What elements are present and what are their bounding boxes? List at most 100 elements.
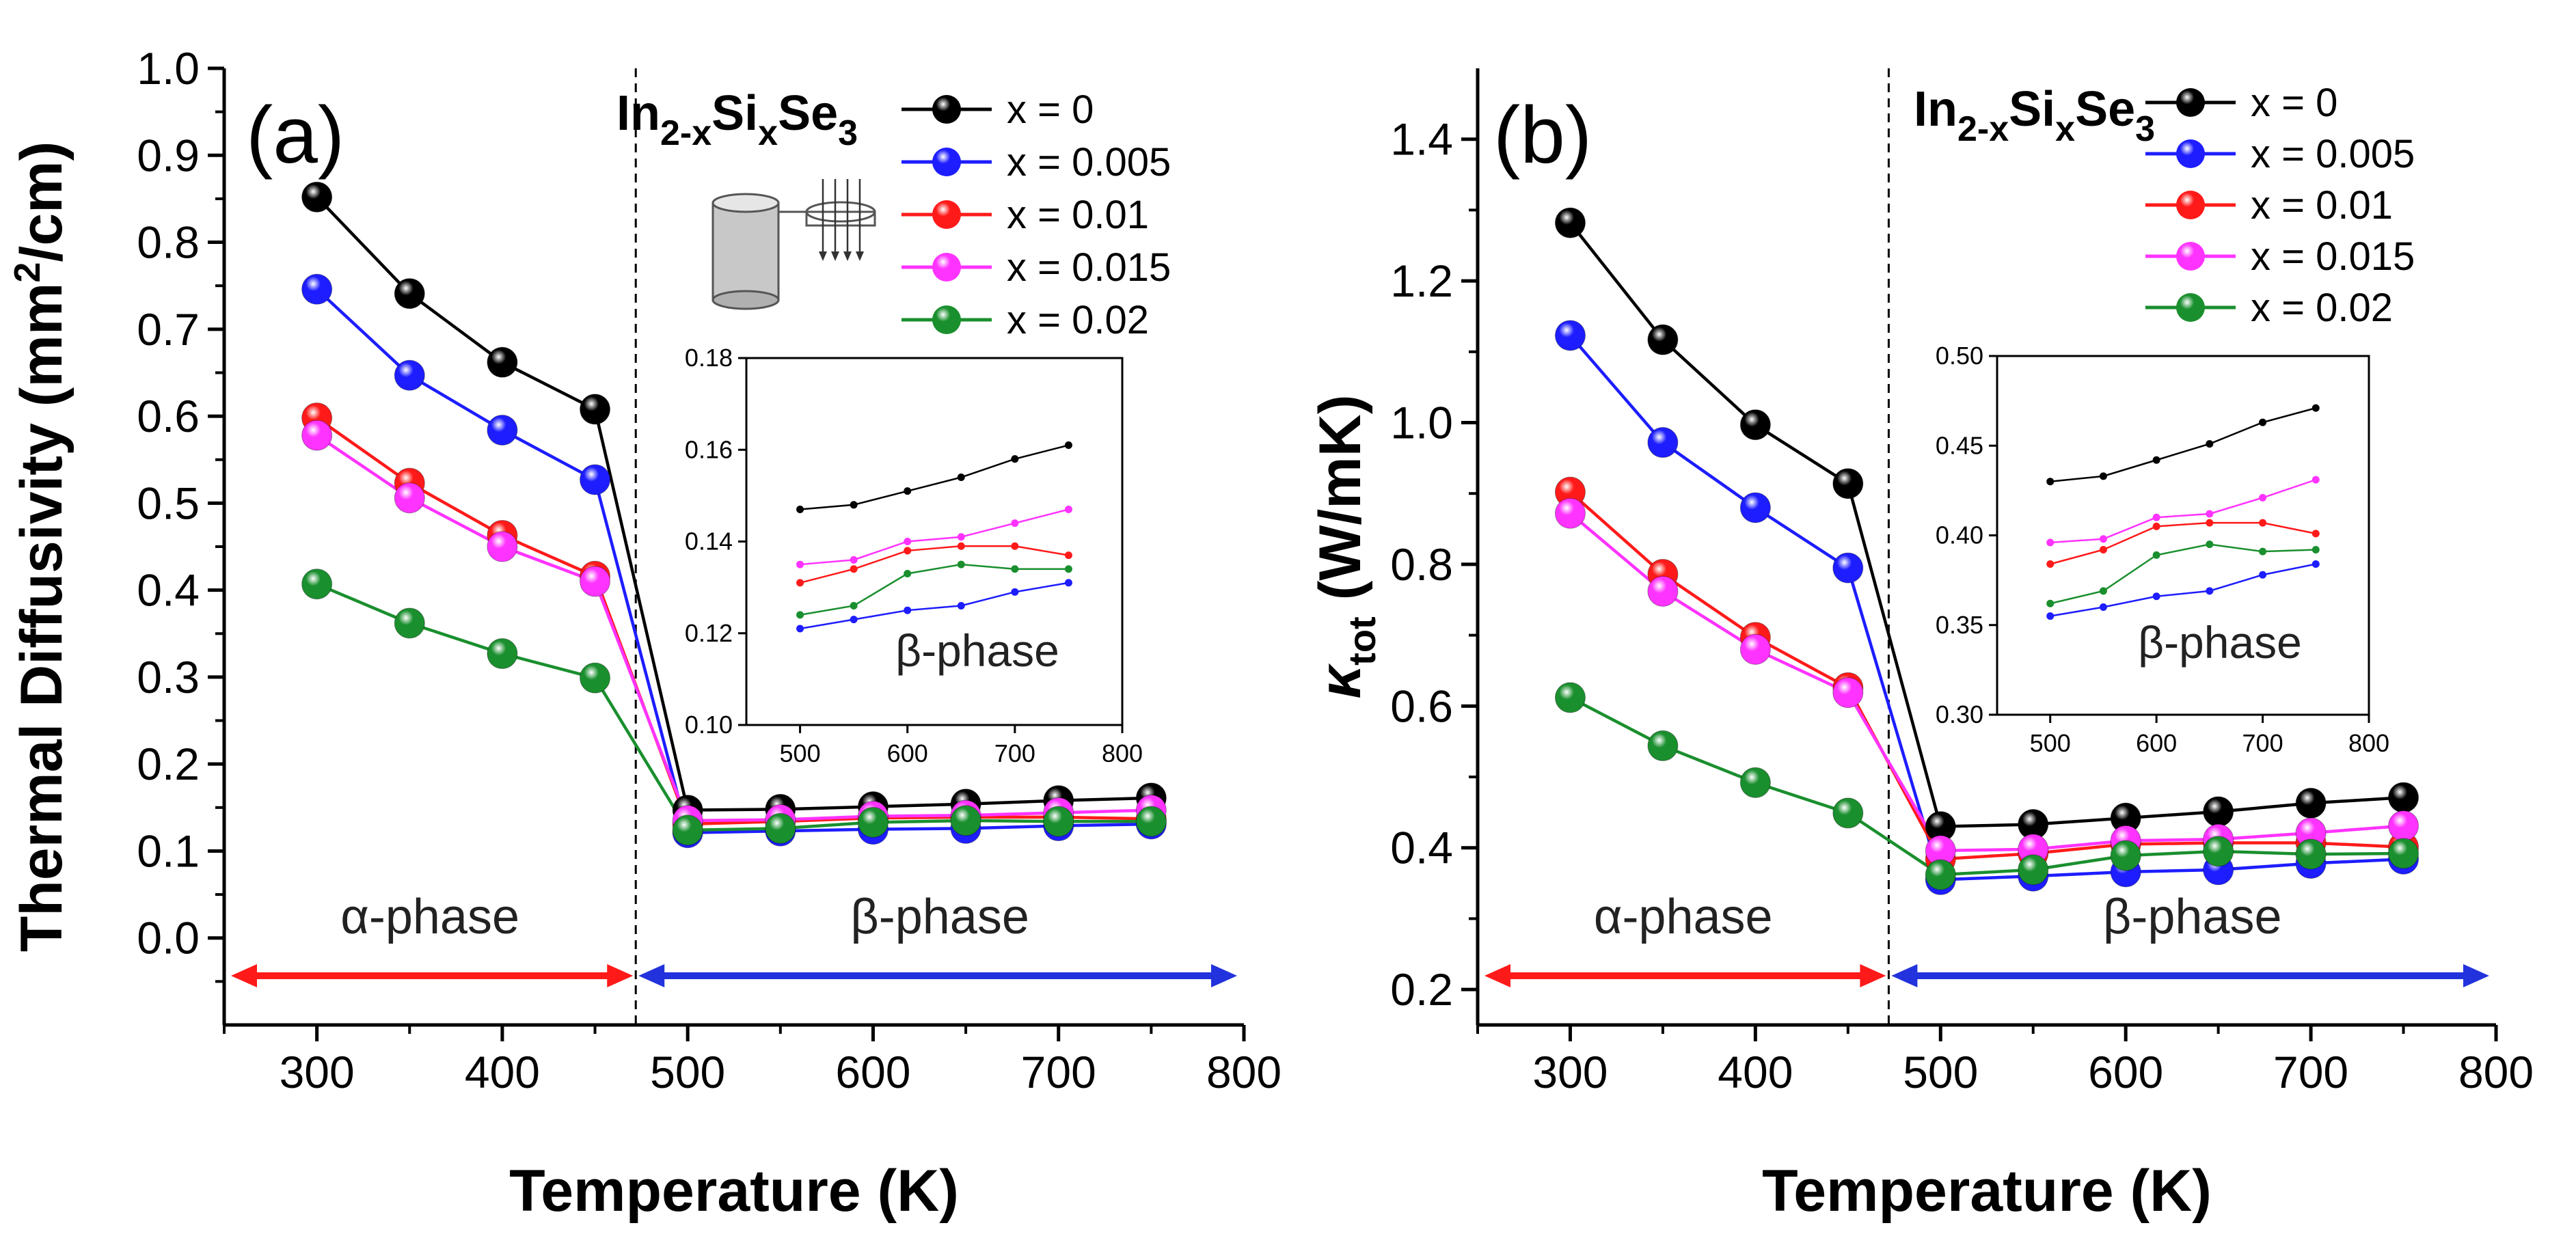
series-0 — [316, 195, 1152, 812]
data-point — [765, 812, 796, 844]
legend-label: x = 0.01 — [2251, 183, 2393, 228]
data-point — [950, 805, 981, 836]
inset-data-point — [2046, 599, 2055, 607]
data-point — [1832, 552, 1864, 584]
series-line — [1569, 696, 2404, 877]
data-point — [580, 566, 611, 597]
data-point — [394, 482, 425, 514]
y-tick-label: 0.8 — [137, 217, 200, 268]
inset-frame — [745, 357, 1124, 726]
formula-subscript: 2-x — [660, 113, 711, 153]
legend-marker — [932, 95, 961, 124]
data-point — [1739, 492, 1771, 523]
inset-frame — [1996, 355, 2370, 716]
inset-data-point — [2311, 530, 2320, 538]
x-tick-label: 600 — [2088, 1047, 2163, 1097]
series-line — [316, 416, 1152, 826]
inset-y-tick-label: 0.14 — [685, 528, 733, 556]
inset-data-point — [1011, 565, 1019, 573]
inset-data-point — [2259, 547, 2267, 556]
inset-data-point — [850, 616, 858, 624]
inset-x-tick-label: 700 — [2242, 729, 2283, 757]
data-point — [580, 662, 611, 694]
inset-data-point — [2311, 476, 2320, 484]
alpha-phase-arrow-head-right — [607, 964, 634, 987]
series-3 — [316, 434, 1152, 823]
legend-marker — [2176, 242, 2205, 271]
cylinder-body — [711, 202, 780, 301]
data-point — [1647, 324, 1679, 355]
data-point — [1647, 575, 1679, 607]
y-tick-label: 0.9 — [137, 130, 200, 180]
inset-data-point — [850, 556, 858, 564]
data-point — [1554, 497, 1586, 529]
inset-data-point — [2046, 538, 2055, 547]
panel-label: (a) — [246, 90, 344, 180]
inset-data-point — [796, 579, 804, 587]
legend-marker — [2176, 293, 2205, 322]
inset-data-point — [1064, 506, 1072, 514]
legend-label: x = 0.02 — [1007, 298, 1149, 342]
data-point — [394, 607, 425, 639]
formula-subscript: x — [758, 113, 778, 153]
data-point — [487, 638, 518, 670]
inset-data-point — [1064, 551, 1072, 560]
alpha-phase-label: α-phase — [1594, 890, 1773, 944]
inset-data-point — [2099, 603, 2107, 611]
laser-beam-arrowhead — [819, 251, 827, 261]
inset-series-line — [800, 563, 1069, 616]
x-axis-label: Temperature (K) — [509, 1158, 959, 1224]
x-tick-label: 700 — [1021, 1047, 1096, 1097]
series-3 — [1569, 512, 2404, 853]
data-point — [2295, 838, 2327, 870]
inset-data-point — [957, 474, 965, 482]
inset-x-tick-label: 700 — [994, 739, 1035, 767]
y-tick-label: 1.4 — [1390, 114, 1453, 165]
inset-data-point — [850, 601, 858, 610]
data-point — [580, 464, 611, 495]
legend-label: x = 0.02 — [2251, 286, 2393, 330]
inset-series-line — [2050, 563, 2316, 617]
data-point — [301, 181, 333, 213]
series-line — [1569, 512, 2404, 853]
x-tick-label: 500 — [1903, 1047, 1978, 1097]
inset-plot: 500 600 700 800 0.30 0.35 0.40 0.45 0.50 β-phase — [1936, 342, 2389, 757]
data-point — [580, 394, 611, 425]
series-4 — [1569, 696, 2404, 877]
inset-y-tick-label: 0.45 — [1936, 431, 1983, 459]
inset-y-tick-label: 0.18 — [685, 344, 733, 372]
y-tick-label: 0.7 — [137, 304, 200, 355]
cylinder-bottom — [711, 290, 780, 310]
data-point — [1739, 409, 1771, 441]
inset-data-point — [2206, 540, 2214, 549]
inset-title: β-phase — [895, 625, 1059, 676]
legend-label: x = 0 — [1007, 87, 1094, 132]
inset-y-tick-label: 0.16 — [685, 435, 733, 463]
data-point — [1043, 806, 1074, 837]
y-tick-label: 0.1 — [137, 825, 200, 876]
beta-phase-arrow-head-right — [1211, 964, 1237, 987]
data-point — [1832, 677, 1864, 709]
data-point — [487, 531, 518, 562]
y-tick-label: 0.6 — [137, 391, 200, 441]
inset-data-point — [904, 487, 912, 495]
inset-title: β-phase — [2138, 617, 2302, 668]
inset-data-point — [1011, 542, 1019, 550]
inset-data-point — [796, 625, 804, 633]
y-tick-label: 0.4 — [1390, 823, 1453, 873]
x-tick-label: 400 — [465, 1047, 540, 1097]
x-tick-label: 300 — [280, 1047, 355, 1097]
formula-subscript: 2-x — [1957, 109, 2009, 149]
inset-data-point — [904, 538, 912, 545]
inset-data-point — [2152, 592, 2160, 601]
y-tick-label: 1.2 — [1390, 256, 1453, 306]
series-1 — [316, 288, 1152, 835]
y-label-text: Thermal Diffusivity (mm — [9, 283, 74, 953]
inset-data-point — [2099, 535, 2107, 543]
series-line — [1569, 221, 2404, 828]
inset-series-line — [800, 508, 1069, 566]
legend-marker — [932, 253, 961, 282]
inset-data-point — [2311, 560, 2320, 568]
beta-phase-arrow-head-left — [1891, 964, 1918, 987]
